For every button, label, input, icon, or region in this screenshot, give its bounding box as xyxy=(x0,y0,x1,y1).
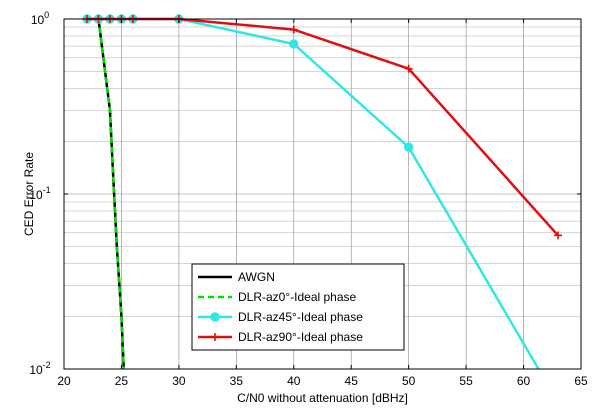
y-axis-title: CED Error Rate xyxy=(22,152,36,236)
x-tick-label: 40 xyxy=(287,374,301,388)
legend-box xyxy=(191,263,405,351)
x-tick-label: 50 xyxy=(402,374,416,388)
y-tick-label: 100 xyxy=(31,10,49,27)
legend-item-dlr-az0-ideal-phase: DLR-az0°-Ideal phase xyxy=(198,290,357,304)
x-tick-label: 25 xyxy=(115,374,129,388)
x-tick-label: 45 xyxy=(345,374,359,388)
series-awgn xyxy=(86,17,125,370)
data-point-dlr-az90-ideal-phase xyxy=(404,64,413,73)
legend-label: AWGN xyxy=(238,270,275,284)
y-tick-label: 10-2 xyxy=(29,360,50,377)
data-point-dlr-az90-ideal-phase xyxy=(554,231,563,240)
x-tick-label: 35 xyxy=(230,374,244,388)
x-axis-title: C/N0 without attenuation [dBHz] xyxy=(237,391,408,405)
legend-item-dlr-az45-ideal-phase: DLR-az45°-Ideal phase xyxy=(198,310,363,324)
legend-label: DLR-az90°-Ideal phase xyxy=(238,330,363,344)
axis-ticks: 20 25 30 35 40 45 50 55 60 65 100 10-1 10-2 xyxy=(29,10,588,388)
grid xyxy=(64,19,581,369)
series-line-awgn xyxy=(86,17,125,370)
x-tick-label: 55 xyxy=(459,374,473,388)
x-tick-label: 20 xyxy=(57,374,71,388)
legend-label: DLR-az0°-Ideal phase xyxy=(238,290,357,304)
y-tick-label: 10-1 xyxy=(29,185,50,202)
data-point-dlr-az45-ideal-phase xyxy=(289,39,299,49)
legend-marker xyxy=(211,333,219,341)
legend-label: DLR-az45°-Ideal phase xyxy=(238,310,363,324)
data-point-dlr-az45-ideal-phase xyxy=(403,142,414,152)
data-point-dlr-az90-ideal-phase xyxy=(289,25,298,34)
legend-item-dlr-az90-ideal-phase: DLR-az90°-Ideal phase xyxy=(198,330,363,344)
x-tick-label: 60 xyxy=(517,374,531,388)
legend: AWGN DLR-az0°-Ideal phase DLR-az45°-Ideal … xyxy=(191,263,405,351)
x-tick-label: 30 xyxy=(172,374,186,388)
legend-marker xyxy=(210,312,220,322)
legend-item-awgn: AWGN xyxy=(198,270,275,284)
x-tick-label: 65 xyxy=(574,374,588,388)
